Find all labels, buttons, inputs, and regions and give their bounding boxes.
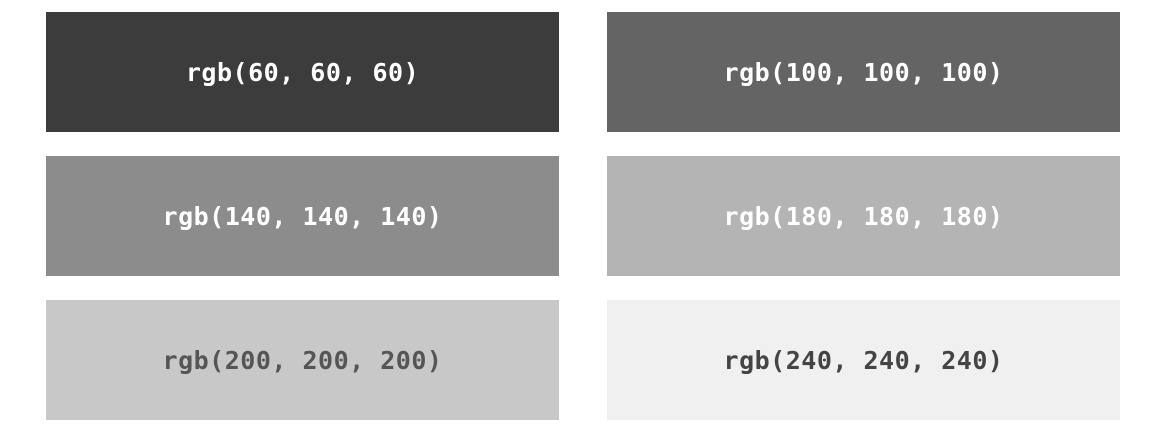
swatch-label: rgb(240, 240, 240): [723, 345, 1004, 375]
swatch-label: rgb(200, 200, 200): [162, 345, 443, 375]
swatch-label: rgb(140, 140, 140): [162, 201, 443, 231]
swatch-rgb-100: rgb(100, 100, 100): [607, 12, 1120, 132]
swatch-grid: rgb(60, 60, 60) rgb(100, 100, 100) rgb(1…: [46, 12, 1120, 420]
swatch-rgb-180: rgb(180, 180, 180): [607, 156, 1120, 276]
swatch-rgb-240: rgb(240, 240, 240): [607, 300, 1120, 420]
swatch-label: rgb(60, 60, 60): [185, 57, 420, 87]
swatch-label: rgb(180, 180, 180): [723, 201, 1004, 231]
swatch-rgb-200: rgb(200, 200, 200): [46, 300, 559, 420]
swatch-label: rgb(100, 100, 100): [723, 57, 1004, 87]
swatch-rgb-60: rgb(60, 60, 60): [46, 12, 559, 132]
swatch-rgb-140: rgb(140, 140, 140): [46, 156, 559, 276]
